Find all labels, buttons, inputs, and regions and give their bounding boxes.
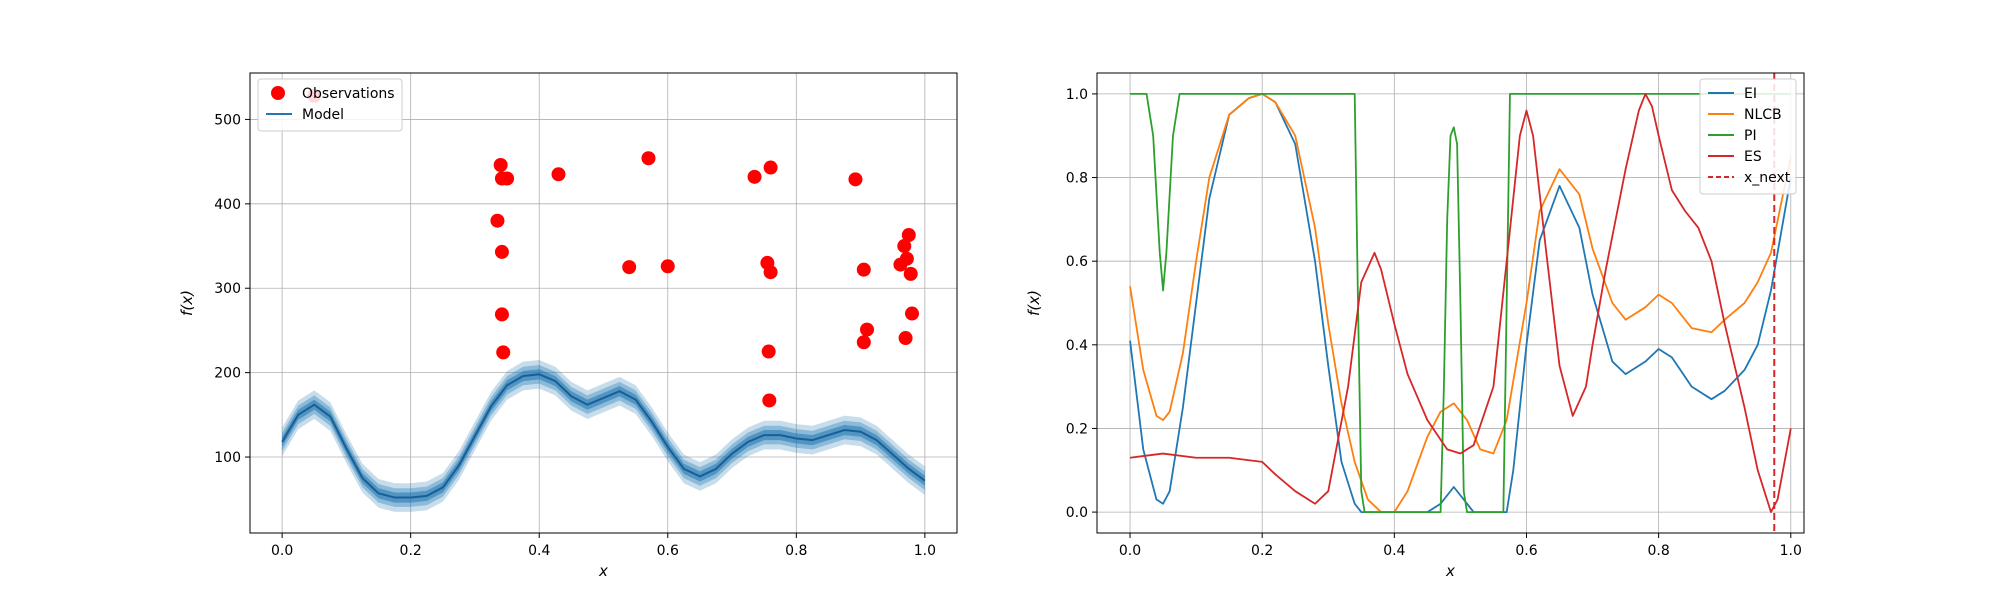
series-line-nlcb — [1129, 93, 1792, 513]
y-tick-label: 0.4 — [1066, 338, 1088, 354]
observation-point — [901, 228, 916, 243]
legend-box — [257, 78, 403, 132]
y-tick-label: 0.0 — [1066, 505, 1088, 521]
y-axis-label: f(x) — [178, 290, 196, 316]
observation-point — [761, 344, 776, 359]
x-tick-label: 0.6 — [1515, 543, 1537, 559]
series-line-pi — [1130, 93, 1791, 513]
observation-point — [860, 322, 875, 337]
y-tick-label: 200 — [214, 366, 241, 382]
legend-label: EI — [1744, 86, 1757, 102]
x-axis-label: x — [1445, 562, 1455, 580]
observation-point — [903, 266, 918, 281]
model-uncertainty-band — [282, 369, 925, 503]
observation-point — [493, 158, 508, 172]
left-chart-panel: 0.0 0.2 0.4 0.6 0.8 1.0 100 200 300 400 500 x f(x) Ob… — [178, 72, 958, 580]
plot-area — [1129, 73, 1792, 533]
legend-label: Observations — [302, 86, 395, 102]
observation-point — [856, 262, 871, 277]
x-tick-label: 0.8 — [785, 543, 807, 559]
observation-point — [897, 239, 912, 254]
legend-marker-observations — [271, 86, 285, 100]
observation-point — [763, 265, 778, 280]
legend-label: ES — [1744, 149, 1762, 165]
observation-point — [496, 345, 511, 360]
legend-label: Model — [302, 107, 344, 123]
series-line-es — [1129, 93, 1792, 513]
legend-label: PI — [1744, 128, 1757, 144]
y-tick-label: 0.6 — [1066, 254, 1088, 270]
observation-point — [494, 244, 509, 259]
x-tick-label: 0.4 — [528, 543, 550, 559]
observation-point — [848, 172, 863, 187]
legend-box — [1699, 78, 1797, 195]
x-axis-label: x — [598, 562, 608, 580]
x-tick-label: 0.4 — [1383, 543, 1405, 559]
observation-point — [500, 171, 515, 186]
right-chart-panel: 0.0 0.2 0.4 0.6 0.8 1.0 0.0 0.2 0.4 0.6 0.8 1.0 x f(x… — [1025, 72, 1805, 580]
x-tick-label: 1.0 — [1780, 543, 1802, 559]
y-tick-label: 300 — [214, 281, 241, 297]
y-tick-label: 100 — [214, 450, 241, 466]
series-line-ei — [1129, 93, 1792, 513]
y-tick-label: 0.8 — [1066, 171, 1088, 187]
observation-point — [762, 393, 777, 408]
legend-label: NLCB — [1744, 107, 1782, 123]
plot-area — [281, 88, 926, 512]
model-mean-line — [281, 373, 926, 499]
observation-point — [899, 251, 914, 266]
observation-point — [641, 151, 656, 166]
y-tick-label: 0.2 — [1066, 421, 1088, 437]
axes-frame — [249, 72, 958, 534]
x-tick-label: 0.6 — [657, 543, 679, 559]
observation-point — [898, 331, 913, 346]
x-tick-label: 0.0 — [271, 543, 293, 559]
axes-frame — [1096, 72, 1805, 534]
legend: Observations Model — [257, 78, 403, 132]
y-axis-label: f(x) — [1025, 290, 1043, 316]
y-tick-label: 1.0 — [1066, 87, 1088, 103]
observation-point — [905, 306, 920, 321]
observation-point — [622, 260, 637, 275]
x-tick-label: 0.8 — [1648, 543, 1670, 559]
observation-point — [494, 307, 509, 322]
legend: EI NLCB PI ES x_next — [1699, 78, 1797, 195]
x-tick-label: 0.2 — [400, 543, 422, 559]
x-tick-label: 0.2 — [1251, 543, 1273, 559]
x-tick-label: 1.0 — [914, 543, 936, 559]
observation-point — [490, 213, 505, 228]
observation-point — [747, 169, 762, 184]
observation-point — [856, 335, 871, 350]
observation-point — [551, 167, 566, 182]
x-tick-label: 0.0 — [1119, 543, 1141, 559]
y-tick-label: 500 — [214, 112, 241, 128]
model-uncertainty-band — [282, 359, 925, 512]
observation-point — [660, 259, 675, 274]
y-tick-label: 400 — [214, 197, 241, 213]
observation-point — [763, 160, 778, 175]
legend-label: x_next — [1744, 170, 1791, 186]
